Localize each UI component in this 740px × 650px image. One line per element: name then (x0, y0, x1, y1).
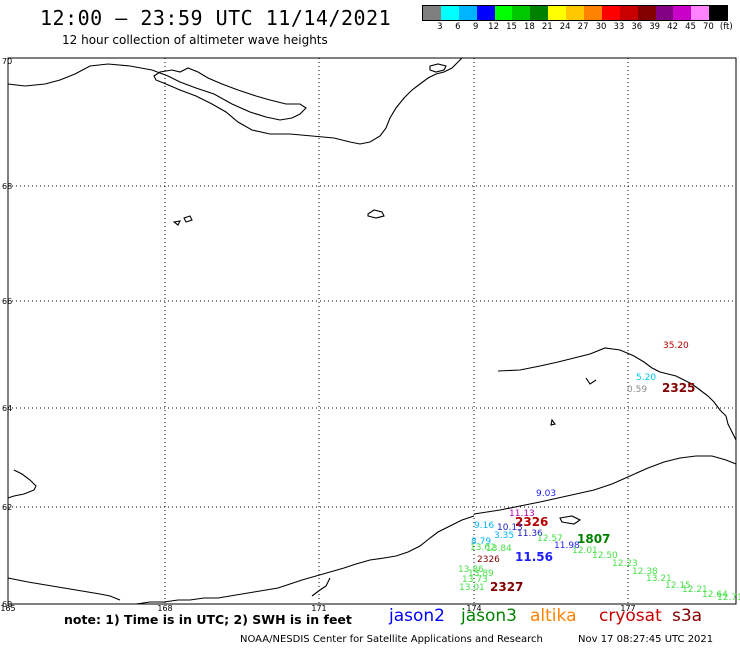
wave-height-label: 13.89 (468, 569, 494, 579)
wave-height-label: 2325 (662, 381, 695, 395)
legend-swatch (709, 6, 728, 20)
legend-label: 3 (437, 22, 443, 32)
wave-height-label: 13.84 (486, 544, 512, 554)
legend-label: 9 (472, 22, 479, 32)
wave-height-label: 12.71 (717, 593, 740, 603)
observation-layer: 35.205.200.59 23259.0311.13232611.3612.57… (458, 341, 740, 603)
wave-height-label: 13.73 (462, 575, 488, 585)
wave-height-label: 12.01 (572, 546, 598, 556)
wave-height-label: 3.35 (494, 531, 514, 541)
legend-swatch (637, 6, 656, 20)
satellite-name-jason3: jason3 (461, 606, 517, 626)
legend-label: 27 (577, 22, 589, 32)
wave-height-label: 12.64 (702, 590, 728, 600)
longitude-label: 168 (157, 604, 172, 613)
wave-height-label: 12.23 (612, 559, 638, 569)
legend-swatch (584, 6, 602, 20)
longitude-label: 165 (0, 604, 15, 613)
grid-lines (8, 58, 736, 604)
legend-swatch (548, 6, 567, 20)
wave-height-label: 9.16 (474, 521, 494, 531)
wave-height-label: 12.15 (665, 581, 691, 591)
legend-label: (ft) (719, 22, 733, 32)
legend-label: 36 (631, 22, 643, 32)
legend-swatch (476, 6, 495, 20)
legend-swatch (566, 6, 585, 20)
footer-credit: NOAA/NESDIS Center for Satellite Applica… (240, 634, 543, 645)
legend-swatch (691, 6, 710, 20)
latitude-label: 60 (2, 600, 12, 609)
wave-height-label: 11.13 (509, 509, 535, 519)
legend-swatch (458, 6, 477, 20)
latitude-label: 64 (2, 404, 12, 413)
wave-height-label: 12.21 (682, 585, 708, 595)
wave-height-label: 10.13 (497, 523, 523, 533)
page-subtitle: 12 hour collection of altimeter wave hei… (62, 33, 328, 47)
legend-label: 18 (523, 22, 535, 32)
legend-swatch (601, 6, 620, 20)
coastline (7, 57, 737, 605)
map-frame (7, 57, 737, 605)
latitude-label: 66 (2, 297, 12, 306)
legend-label: 33 (613, 22, 625, 32)
note-text: note: 1) Time is in UTC; 2) SWH is in fe… (64, 612, 352, 627)
legend-label: 39 (649, 22, 661, 32)
legend-swatch (655, 6, 674, 20)
wave-height-label: 9.03 (536, 489, 556, 499)
satellite-name-cryosat: cryosat (599, 606, 662, 626)
wave-height-label: 2326 (477, 555, 500, 565)
wave-height-label: 2326 (515, 515, 548, 529)
satellite-name-altika: altika (530, 606, 577, 626)
legend-swatch (423, 6, 441, 20)
longitude-label: 171 (311, 604, 326, 613)
satellite-name-jason2: jason2 (389, 606, 445, 626)
wave-height-label: 0.59 (627, 385, 647, 395)
wave-height-label: 12.50 (592, 551, 618, 561)
longitude-labels: 165 168 171 174 177 (0, 604, 635, 613)
latitude-labels: 70 68 66 64 62 60 (2, 57, 12, 609)
legend-label: 24 (559, 22, 571, 32)
wave-height-label: 13.01 (459, 583, 485, 593)
legend-label: 42 (667, 22, 679, 32)
legend-label: 45 (685, 22, 696, 32)
latitude-label: 70 (2, 57, 12, 66)
latitude-label: 62 (2, 503, 12, 512)
footer-timestamp: Nov 17 08:27:45 UTC 2021 (578, 634, 714, 645)
wave-height-label: 13.86 (458, 565, 484, 575)
wave-height-label: 11.56 (515, 550, 553, 564)
legend-swatch (619, 6, 638, 20)
legend-swatch (530, 6, 549, 20)
color-legend (422, 5, 729, 21)
legend-label: 30 (595, 22, 607, 32)
wave-height-label: 13.62 (470, 543, 496, 553)
legend-label: 15 (506, 22, 517, 32)
wave-height-label: 11.36 (517, 529, 543, 539)
legend-swatch (494, 6, 513, 20)
legend-swatch (512, 6, 531, 20)
latitude-label: 68 (2, 182, 12, 191)
wave-height-label: 2327 (490, 580, 523, 594)
legend-label: 70 (702, 22, 714, 32)
wave-height-label: 13.21 (646, 574, 672, 584)
wave-height-label: 11.98 (554, 541, 580, 551)
legend-label: 21 (541, 22, 553, 32)
legend-swatch (440, 6, 459, 20)
longitude-label: 174 (466, 604, 481, 613)
longitude-label: 177 (620, 604, 635, 613)
legend-swatch (673, 6, 692, 20)
wave-height-label: 12.57 (537, 534, 563, 544)
legend-label: 12 (488, 22, 500, 32)
wave-height-label: 1807 (577, 532, 610, 546)
legend-label: 6 (455, 22, 461, 32)
wave-height-label: 5.20 (636, 373, 656, 383)
wave-height-label: 12.38 (632, 567, 658, 577)
page-title: 12:00 – 23:59 UTC 11/14/2021 (40, 6, 392, 30)
wave-height-label: 35.20 (663, 341, 689, 351)
satellite-name-s3a: s3a (672, 606, 703, 626)
wave-height-label: 8.79 (471, 537, 491, 547)
